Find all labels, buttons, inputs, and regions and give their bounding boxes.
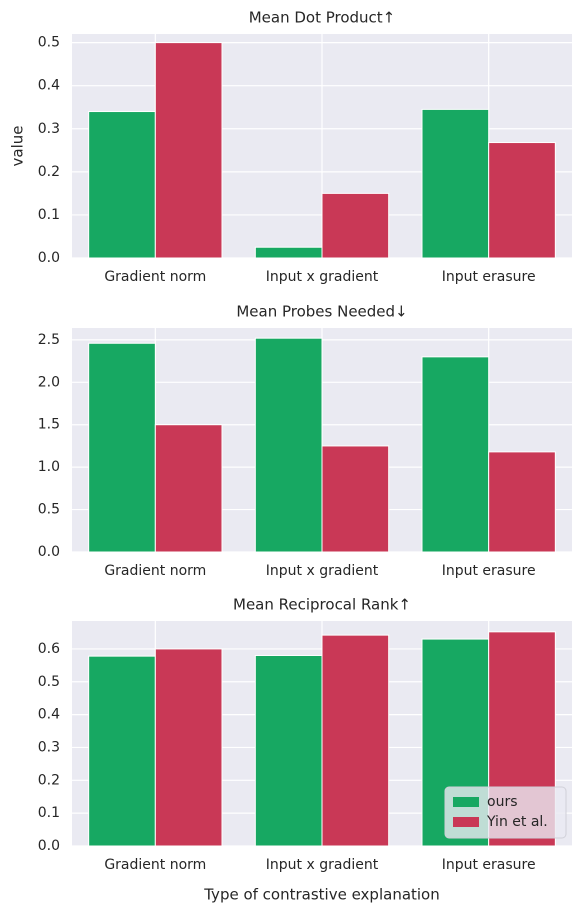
x-tick-label: Input erasure [442,857,536,873]
x-tick-label: Input x gradient [266,269,379,285]
legend-swatch [453,797,479,807]
y-axis-label: value [9,126,27,167]
bar [421,356,490,553]
legend: ours Yin et al. [444,786,567,839]
y-tick-label: 0.0 [38,544,60,560]
bar [254,337,323,553]
y-tick-label: 0.3 [38,121,60,137]
y-tick-label: 0.1 [38,207,60,223]
y-tick-label: 0.3 [38,739,60,755]
chart-title: Mean Reciprocal Rank↑ [233,596,411,614]
y-tick-label: 0.2 [38,772,60,788]
legend-label: Yin et al. [486,814,548,830]
y-tick-label: 0.2 [38,164,60,180]
y-tick-label: 0.5 [38,35,60,51]
bar [488,451,556,553]
y-tick-label: 0.0 [38,838,60,854]
y-tick-label: 0.5 [38,502,60,518]
x-tick-label: Gradient norm [104,857,206,873]
bar [321,634,390,847]
chart-title: Mean Probes Needed↓ [236,303,407,321]
y-tick-label: 2.0 [38,374,60,390]
y-tick-label: 1.0 [38,459,60,475]
legend-swatch [453,817,479,827]
bar [88,342,156,553]
y-tick-label: 0.0 [38,250,60,266]
bar [254,246,323,259]
bar [88,655,156,847]
x-tick-label: Input erasure [442,269,536,285]
x-tick-label: Input x gradient [266,857,379,873]
bar [488,142,556,259]
bar [321,445,390,553]
y-tick-label: 1.5 [38,417,60,433]
bar [154,42,223,259]
bar [154,424,223,553]
bar [321,192,390,259]
x-tick-label: Gradient norm [104,269,206,285]
bar [154,648,223,847]
bar [421,108,490,259]
bar [254,654,323,847]
bar [88,111,156,259]
y-tick-label: 0.1 [38,805,60,821]
x-tick-label: Input erasure [442,563,536,579]
y-tick-label: 0.4 [38,78,60,94]
x-axis-label: Type of contrastive explanation [203,886,440,904]
y-tick-label: 2.5 [38,332,60,348]
y-tick-label: 0.4 [38,707,60,723]
y-tick-label: 0.5 [38,674,60,690]
chart-title: Mean Dot Product↑ [249,9,396,27]
x-tick-label: Gradient norm [104,563,206,579]
y-tick-label: 0.6 [38,641,60,657]
x-tick-label: Input x gradient [266,563,379,579]
legend-label: ours [487,794,518,810]
